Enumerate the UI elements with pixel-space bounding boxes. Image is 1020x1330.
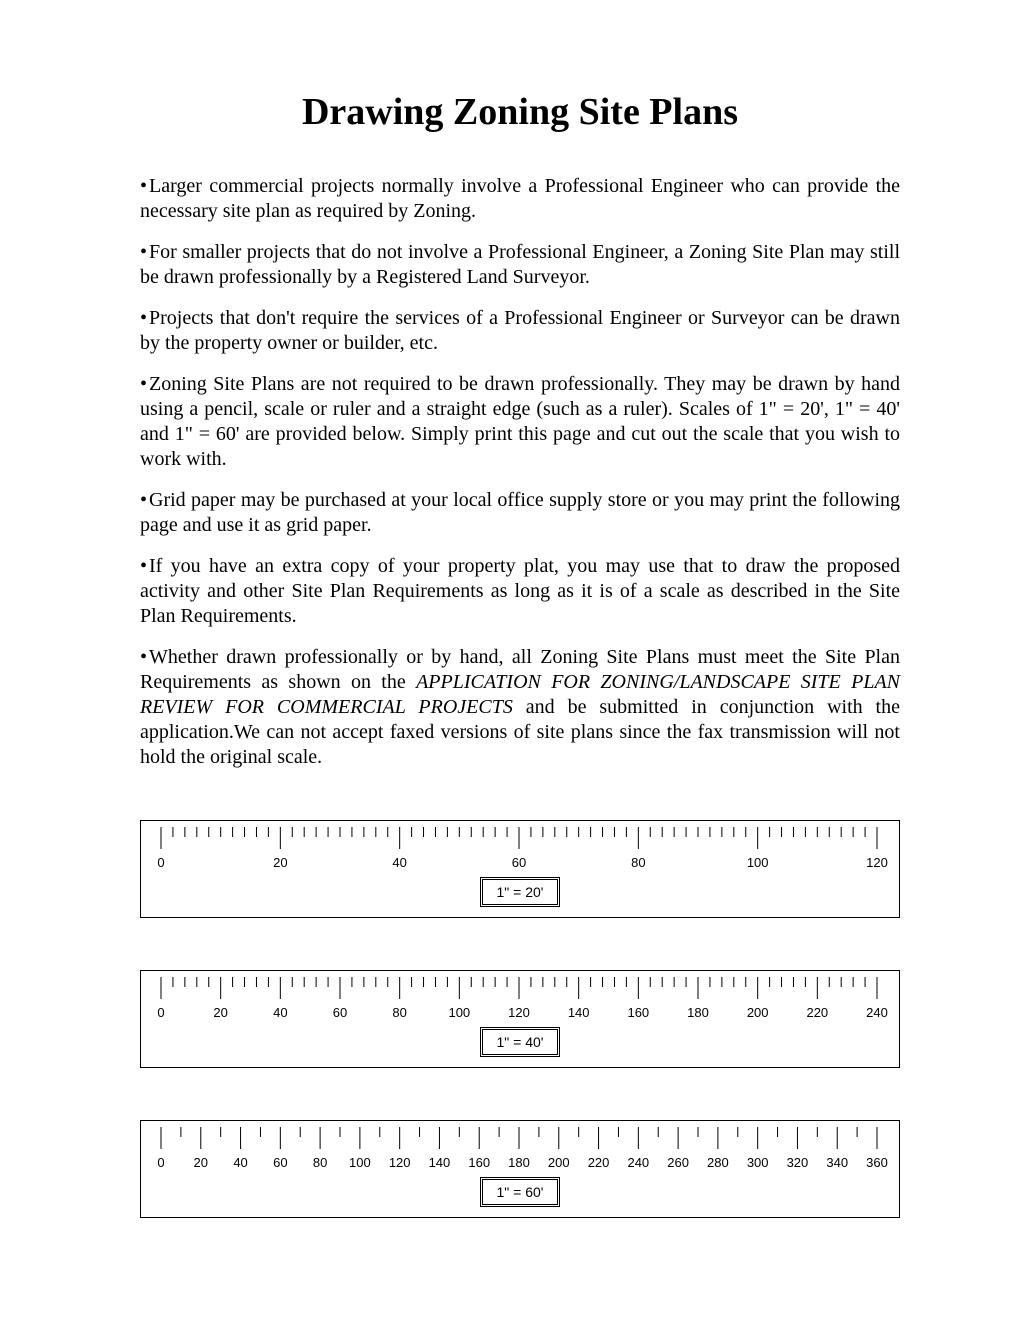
- ruler: 0 20 40 60 80 100 120 1" = 20': [140, 820, 900, 918]
- ruler-tick-label: 20: [273, 855, 287, 870]
- ruler-scale-label: 1" = 20': [480, 877, 561, 907]
- ruler-tick-label: 20: [213, 1005, 227, 1020]
- page-title: Drawing Zoning Site Plans: [140, 90, 900, 134]
- body-paragraph: •Projects that don't require the service…: [140, 306, 900, 356]
- bullet-icon: •: [140, 241, 147, 263]
- ruler-tick-label: 60: [512, 855, 526, 870]
- ruler-tick-label: 140: [568, 1005, 590, 1020]
- paragraph-text: If you have an extra copy of your proper…: [140, 555, 900, 627]
- ruler-tick-label: 160: [627, 1005, 649, 1020]
- ruler-scale-label: 1" = 60': [480, 1177, 561, 1207]
- ruler-tick-label: 160: [468, 1155, 490, 1170]
- bullet-icon: •: [140, 555, 147, 577]
- ruler-tick-label: 100: [349, 1155, 371, 1170]
- ruler-tick-label: 240: [866, 1005, 888, 1020]
- ruler-tick-label: 180: [508, 1155, 530, 1170]
- body-paragraph: •Zoning Site Plans are not required to b…: [140, 372, 900, 472]
- ruler-tick-label: 220: [588, 1155, 610, 1170]
- ruler-tick-label: 80: [631, 855, 645, 870]
- rulers-section: 0 20 40 60 80 100 120 1" = 20' 0 20 40 60 80 100 120 14…: [140, 820, 900, 1218]
- bullet-icon: •: [140, 489, 147, 511]
- ruler-tick-label: 0: [157, 855, 164, 870]
- bullet-icon: •: [140, 175, 147, 197]
- ruler-tick-label: 340: [826, 1155, 848, 1170]
- ruler-tick-label: 200: [747, 1005, 769, 1020]
- ruler-svg: 0 20 40 60 80 100 120 140 160 180 200 220 240: [149, 977, 889, 1023]
- paragraph-text: Grid paper may be purchased at your loca…: [140, 489, 900, 536]
- paragraph-text: Larger commercial projects normally invo…: [140, 175, 900, 222]
- ruler-tick-label: 40: [233, 1155, 247, 1170]
- ruler-tick-label: 360: [866, 1155, 888, 1170]
- bullet-icon: •: [140, 307, 147, 329]
- ruler-tick-label: 120: [389, 1155, 411, 1170]
- body-paragraph: •If you have an extra copy of your prope…: [140, 554, 900, 629]
- body-paragraph: •For smaller projects that do not involv…: [140, 240, 900, 290]
- ruler-tick-label: 300: [747, 1155, 769, 1170]
- ruler-tick-label: 120: [866, 855, 888, 870]
- ruler-scale-label: 1" = 40': [480, 1027, 561, 1057]
- ruler: 0 20 40 60 80 100 120 140 160 180 200 220 240 1" = 40…: [140, 970, 900, 1068]
- ruler-tick-label: 280: [707, 1155, 729, 1170]
- ruler-tick-label: 80: [392, 1005, 406, 1020]
- ruler-tick-label: 120: [508, 1005, 530, 1020]
- paragraph-text: For smaller projects that do not involve…: [140, 241, 900, 288]
- ruler-tick-label: 60: [273, 1155, 287, 1170]
- ruler-tick-label: 60: [333, 1005, 347, 1020]
- final-paragraph: •Whether drawn professionally or by hand…: [140, 645, 900, 770]
- ruler-tick-label: 0: [157, 1005, 164, 1020]
- ruler-svg: 0 20 40 60 80 100 120 140 160 180 200 220 240 260 280 3…: [149, 1127, 889, 1173]
- ruler-tick-label: 240: [627, 1155, 649, 1170]
- ruler-tick-label: 20: [194, 1155, 208, 1170]
- paragraph-text: Projects that don't require the services…: [140, 307, 900, 354]
- body-paragraphs: •Larger commercial projects normally inv…: [140, 174, 900, 629]
- body-paragraph: •Larger commercial projects normally inv…: [140, 174, 900, 224]
- ruler-tick-label: 40: [273, 1005, 287, 1020]
- ruler-tick-label: 140: [429, 1155, 451, 1170]
- ruler-tick-label: 100: [448, 1005, 470, 1020]
- ruler-tick-label: 40: [392, 855, 406, 870]
- ruler-tick-label: 100: [747, 855, 769, 870]
- ruler-tick-label: 200: [548, 1155, 570, 1170]
- body-paragraph: •Grid paper may be purchased at your loc…: [140, 488, 900, 538]
- ruler-tick-label: 80: [313, 1155, 327, 1170]
- ruler-tick-label: 220: [806, 1005, 828, 1020]
- paragraph-text: Zoning Site Plans are not required to be…: [140, 373, 900, 470]
- bullet-icon: •: [140, 646, 147, 668]
- ruler-tick-label: 320: [787, 1155, 809, 1170]
- ruler-tick-label: 180: [687, 1005, 709, 1020]
- ruler: 0 20 40 60 80 100 120 140 160 180 200 220 240 260 280 3…: [140, 1120, 900, 1218]
- bullet-icon: •: [140, 373, 147, 395]
- ruler-svg: 0 20 40 60 80 100 120: [149, 827, 889, 873]
- ruler-tick-label: 0: [157, 1155, 164, 1170]
- ruler-tick-label: 260: [667, 1155, 689, 1170]
